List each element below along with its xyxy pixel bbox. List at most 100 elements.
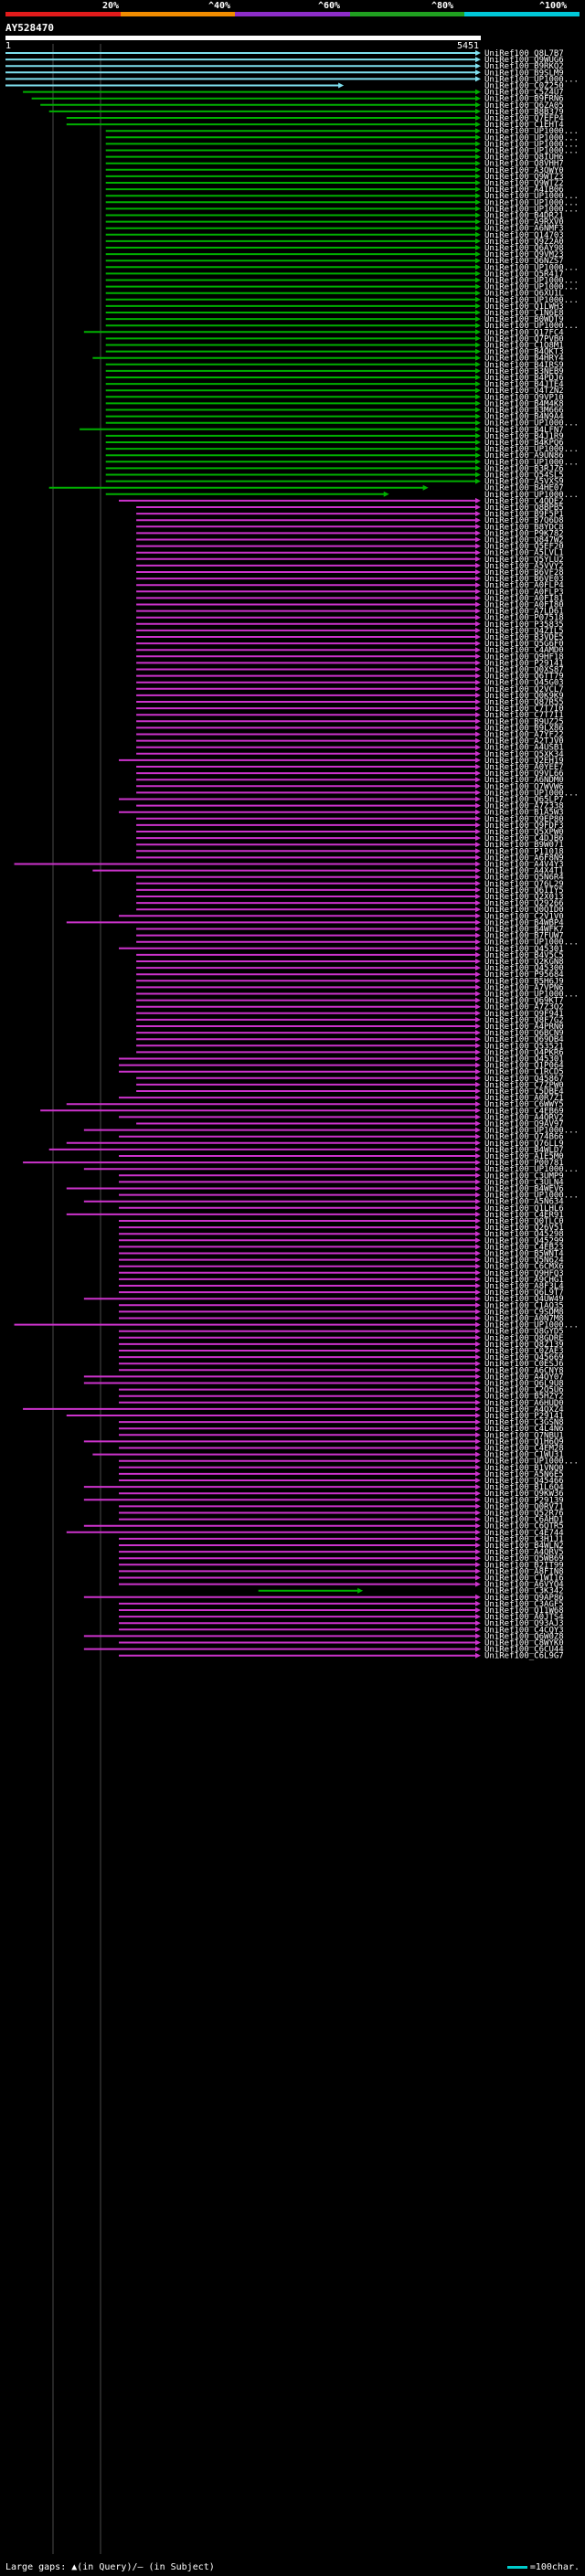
hit-label[interactable]: UniRef100_C7ZPW0 (484, 1081, 564, 1090)
hit-label[interactable]: UniRef100_UP1000... (484, 938, 579, 948)
hit-label[interactable]: UniRef100_UP1000... (484, 283, 579, 292)
hit-label[interactable]: UniRef100_B4HRY4 (484, 355, 564, 364)
hit-label[interactable]: UniRef100_C4QDE2 (484, 497, 564, 506)
hit-label[interactable]: UniRef100_Q5G6F0 (484, 640, 564, 649)
hit-label[interactable]: UniRef100_Q4TZN2 (484, 387, 564, 396)
hit-label[interactable]: UniRef100_B4IRS9 (484, 361, 564, 370)
hit-label[interactable]: UniRef100_Q45867 (484, 1075, 564, 1084)
hit-label[interactable]: UniRef100_Q29266 (484, 899, 564, 908)
hit-label[interactable]: UniRef100_Q9VM23 (484, 250, 564, 260)
hit-label[interactable]: UniRef100_B4KPQ6 (484, 439, 564, 448)
hit-label[interactable]: UniRef100_B4WBP4 (484, 918, 564, 928)
hit-label[interactable]: UniRef100_B3M666 (484, 407, 564, 416)
hit-label[interactable]: UniRef100_Q69DB4 (484, 1035, 564, 1044)
hit-label[interactable]: UniRef100_B4WEV6 (484, 1185, 564, 1194)
hit-label[interactable]: UniRef100_A7LD61 (484, 608, 564, 617)
hit-label[interactable]: UniRef100_C8WYK0 (484, 1639, 564, 1648)
hit-label[interactable]: UniRef100_C7T7I1 (484, 711, 564, 720)
hit-label[interactable]: UniRef100_Q45466 (484, 1477, 564, 1486)
hit-label[interactable]: UniRef100_Q5EF20 (484, 543, 564, 552)
hit-label[interactable]: UniRef100_A4PRN0 (484, 1023, 564, 1032)
hit-label[interactable]: UniRef100_UP1000... (484, 1192, 579, 1201)
hit-label[interactable]: UniRef100_P29141 (484, 659, 564, 668)
hit-label[interactable]: UniRef100_UP1000... (484, 491, 579, 500)
hit-label[interactable]: UniRef100_B4WLD7 (484, 1146, 564, 1155)
hit-label[interactable]: UniRef100_A0FI80 (484, 601, 564, 610)
hit-label[interactable]: UniRef100_B0WDT9 (484, 315, 564, 324)
hit-label[interactable]: UniRef100_B1A5W3 (484, 809, 564, 818)
hit-label[interactable]: UniRef100_C6AHD1 (484, 1516, 564, 1525)
hit-label[interactable]: UniRef100_A0N7M8 (484, 1315, 564, 1324)
hit-label[interactable]: UniRef100_P95684 (484, 970, 564, 980)
hit-label[interactable]: UniRef100_B4HE07 (484, 484, 564, 493)
hit-label[interactable]: UniRef100_Q87R55 (484, 698, 564, 707)
hit-label[interactable]: UniRef100_Q9AV97 (484, 1120, 564, 1129)
hit-label[interactable]: UniRef100_Q93AJ3 (484, 1619, 564, 1628)
hit-label[interactable]: UniRef100_C1WI16 (484, 1574, 564, 1584)
hit-label[interactable]: UniRef100_Q45299 (484, 1236, 564, 1246)
hit-label[interactable]: UniRef100_Q9WTZ3 (484, 173, 564, 182)
hit-label[interactable]: UniRef100_Q2VCL7 (484, 685, 564, 694)
hit-label[interactable]: UniRef100_Q53521 (484, 1042, 564, 1051)
hit-label[interactable]: UniRef100_A7Z3Q2 (484, 1003, 564, 1012)
hit-label[interactable]: UniRef100_Q6IIY5 (484, 886, 564, 896)
hit-label[interactable]: UniRef100_Q6XU1L (484, 290, 564, 299)
hit-label[interactable]: UniRef100_C4EB23 (484, 1243, 564, 1252)
hit-label[interactable]: UniRef100_B4JTE4 (484, 380, 564, 389)
hit-label[interactable]: UniRef100_C4L4N6 (484, 1425, 564, 1434)
hit-label[interactable]: UniRef100_B3NEB9 (484, 367, 564, 376)
hit-label[interactable]: UniRef100_B9SLM9 (484, 69, 564, 78)
hit-label[interactable]: UniRef100_Q5XPW0 (484, 828, 564, 837)
hit-label[interactable]: UniRef100_Q4ZIL5 (484, 627, 564, 636)
hit-label[interactable]: UniRef100_B6VF28 (484, 568, 564, 578)
hit-label[interactable]: UniRef100_B9W071 (484, 841, 564, 850)
hit-label[interactable]: UniRef100_Q14703 (484, 231, 564, 240)
hit-label[interactable]: UniRef100_C1WU31 (484, 1451, 564, 1460)
hit-label[interactable]: UniRef100_A0FLP4 (484, 581, 564, 590)
hit-label[interactable]: UniRef100_Q6BCN9 (484, 1029, 564, 1038)
hit-label[interactable]: UniRef100_Q8L7B7 (484, 49, 564, 58)
hit-label[interactable]: UniRef100_Q45669 (484, 1353, 564, 1362)
hit-label[interactable]: UniRef100_A1E5M0 (484, 1152, 564, 1161)
hit-label[interactable]: UniRef100_Q11W68 (484, 1606, 564, 1616)
hit-label[interactable]: UniRef100_C4DJB6 (484, 834, 564, 843)
hit-label[interactable]: UniRef100_Q7NBU1 (484, 1431, 564, 1440)
hit-label[interactable]: UniRef100_Q65LP7 (484, 796, 564, 805)
hit-label[interactable]: UniRef100_C0ESJ6 (484, 1360, 564, 1369)
hit-label[interactable]: UniRef100_C5Z4U7 (484, 89, 564, 98)
hit-label[interactable]: UniRef100_B8YDC8 (484, 523, 564, 532)
hit-label[interactable]: UniRef100_C6WWY5 (484, 1100, 564, 1109)
hit-label[interactable]: UniRef100_Q4UW49 (484, 1295, 564, 1304)
hit-label[interactable]: UniRef100_Q5R417 (484, 270, 564, 279)
hit-label[interactable]: UniRef100_B5HZY2 (484, 1393, 564, 1402)
hit-label[interactable]: UniRef100_B4DR21 (484, 212, 564, 221)
hit-label[interactable]: UniRef100_UP1000... (484, 1458, 579, 1467)
hit-label[interactable]: UniRef100_B4LFN7 (484, 426, 564, 435)
hit-label[interactable]: UniRef100_Q8F7G2 (484, 1016, 564, 1025)
hit-label[interactable]: UniRef100_B8B379 (484, 108, 564, 117)
hit-label[interactable]: UniRef100_UP1000... (484, 127, 579, 136)
hit-label[interactable]: UniRef100_C3UMP9 (484, 1171, 564, 1181)
hit-label[interactable]: UniRef100_B7Q6D8 (484, 516, 564, 525)
hit-label[interactable]: UniRef100_C6CU44 (484, 1646, 564, 1655)
hit-label[interactable]: UniRef100_Q6TT79 (484, 673, 564, 682)
hit-label[interactable]: UniRef100_B1VNQ0 (484, 1464, 564, 1473)
hit-label[interactable]: UniRef100_B7FUW7 (484, 932, 564, 941)
hit-label[interactable]: UniRef100_C4AMD0 (484, 646, 564, 655)
hit-label[interactable]: UniRef100_C6L9G7 (484, 1652, 564, 1661)
hit-label[interactable]: UniRef100_C1N6E8 (484, 309, 564, 318)
hit-label[interactable]: UniRef100_B4M4K8 (484, 399, 564, 408)
hit-label[interactable]: UniRef100_Q5XK34 (484, 750, 564, 759)
hit-label[interactable]: UniRef100_Q6W0Z8 (484, 1632, 564, 1641)
hit-label[interactable]: UniRef100_Q0QID0 (484, 906, 564, 915)
hit-label[interactable]: UniRef100_C4E744 (484, 1529, 564, 1538)
hit-label[interactable]: UniRef100_A5VXS9 (484, 478, 564, 487)
hit-label[interactable]: UniRef100_C3ULN4 (484, 1178, 564, 1187)
hit-label[interactable]: UniRef100_Q45301 (484, 1055, 564, 1065)
hit-label[interactable]: UniRef100_Q5N624 (484, 1256, 564, 1266)
hit-label[interactable]: UniRef100_Q7PVB0 (484, 334, 564, 344)
hit-label[interactable]: UniRef100_Q8IUH6 (484, 154, 564, 163)
hit-label[interactable]: UniRef100_B4WLN2 (484, 1542, 564, 1551)
hit-label[interactable]: UniRef100_B5H6J9 (484, 977, 564, 986)
hit-label[interactable]: UniRef100_Q6L9T7 (484, 1288, 564, 1298)
